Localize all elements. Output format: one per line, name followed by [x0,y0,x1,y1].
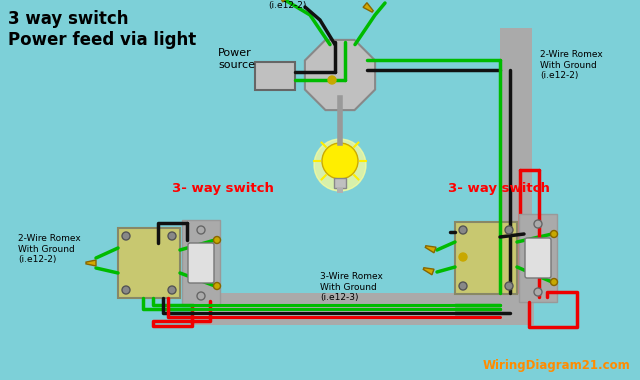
Circle shape [214,236,221,244]
Circle shape [459,282,467,290]
Circle shape [197,226,205,234]
Polygon shape [363,3,373,12]
FancyBboxPatch shape [118,228,180,298]
Circle shape [122,286,130,294]
Text: 2-Wire Romex
With Ground
(i.e12-2): 2-Wire Romex With Ground (i.e12-2) [540,50,603,80]
FancyBboxPatch shape [193,293,534,325]
FancyBboxPatch shape [525,238,551,278]
FancyBboxPatch shape [188,243,214,283]
FancyBboxPatch shape [500,28,532,312]
FancyBboxPatch shape [455,222,517,294]
Text: 3- way switch: 3- way switch [172,182,274,195]
Circle shape [459,226,467,234]
Circle shape [505,226,513,234]
Text: Power
source: Power source [218,48,255,70]
FancyBboxPatch shape [255,62,295,90]
Circle shape [534,220,542,228]
Circle shape [197,292,205,300]
Circle shape [322,143,358,179]
Circle shape [168,286,176,294]
Text: 2-Wire Romex
With Ground
(i.e12-2): 2-Wire Romex With Ground (i.e12-2) [18,234,81,264]
Circle shape [505,282,513,290]
Circle shape [550,279,557,285]
FancyBboxPatch shape [519,214,557,302]
Polygon shape [426,246,436,253]
Circle shape [328,76,336,84]
Circle shape [550,231,557,238]
Circle shape [122,232,130,240]
Circle shape [534,288,542,296]
Polygon shape [305,40,375,110]
Text: 2-Wire Romex
With Ground
(i.e12-2): 2-Wire Romex With Ground (i.e12-2) [268,0,331,10]
Polygon shape [423,268,434,275]
Circle shape [214,282,221,290]
Polygon shape [86,260,96,266]
Circle shape [459,253,467,261]
Polygon shape [278,0,287,2]
Circle shape [314,139,366,191]
Text: 3-Wire Romex
With Ground
(i.e12-3): 3-Wire Romex With Ground (i.e12-3) [320,272,383,302]
Text: 3 way switch
Power feed via light: 3 way switch Power feed via light [8,10,196,49]
Text: WiringDiagram21.com: WiringDiagram21.com [483,359,630,372]
FancyBboxPatch shape [182,220,220,306]
FancyBboxPatch shape [334,178,346,188]
Circle shape [168,232,176,240]
Text: 3- way switch: 3- way switch [448,182,550,195]
FancyBboxPatch shape [337,188,343,193]
